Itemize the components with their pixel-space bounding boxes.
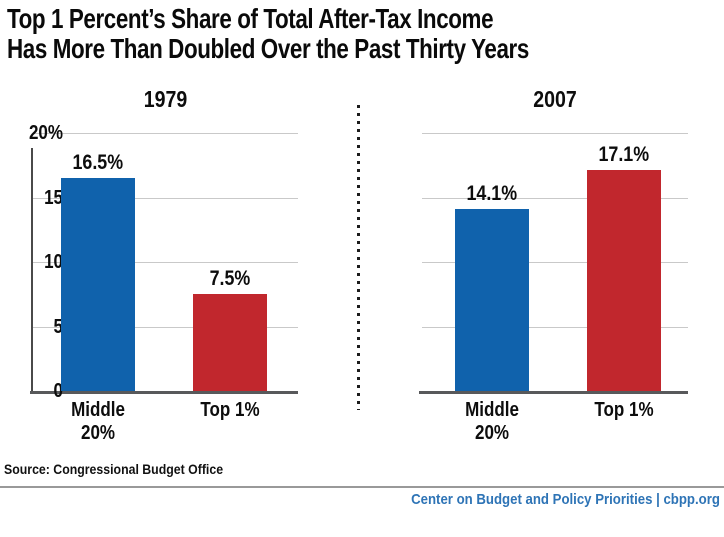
bar-value-label: 7.5% <box>209 267 251 290</box>
panel-title-2007: 2007 <box>533 86 577 112</box>
x-category-label-top-1: Top 1% <box>200 399 260 421</box>
bar-middle-20 <box>455 209 529 391</box>
gridline-15 <box>33 198 298 199</box>
gridline-20 <box>33 133 298 134</box>
bar-middle-20 <box>61 178 135 391</box>
bar-value-label: 14.1% <box>466 182 518 205</box>
chart-title: Top 1 Percent’s Share of Total After-Tax… <box>7 4 529 64</box>
panel-divider-dotted-line <box>357 105 360 410</box>
y-tick-label-0: 0 <box>53 380 63 402</box>
y-tick-label-5: 5 <box>53 316 63 338</box>
footer-branding: Center on Budget and Policy Priorities |… <box>411 491 720 508</box>
y-tick-label-20: 20% <box>28 122 63 144</box>
panel-title-1979: 1979 <box>143 86 188 112</box>
panel-1979: 1979 20% 15 10 5 0 16.5% 7.5% Middle 20%… <box>0 84 360 449</box>
bar-value-label: 16.5% <box>72 151 124 174</box>
bar-top-1 <box>193 294 267 391</box>
bar-group-middle-20: 14.1% <box>432 183 552 391</box>
bar-group-middle-20: 16.5% <box>38 152 158 391</box>
x-category-label-middle-20: Middle 20% <box>71 399 125 444</box>
gridline-5 <box>33 327 298 328</box>
gridline-20 <box>422 133 688 134</box>
y-tick-label-10: 10 <box>44 251 63 273</box>
source-note: Source: Congressional Budget Office <box>4 461 224 477</box>
gridline-5 <box>422 327 688 328</box>
x-axis-baseline <box>30 391 298 394</box>
x-category-label-top-1: Top 1% <box>594 399 654 421</box>
bar-value-label: 17.1% <box>598 143 650 166</box>
chart-title-line2: Has More Than Doubled Over the Past Thir… <box>7 33 529 64</box>
panel-2007: 2007 14.1% 17.1% Middle 20% Top 1% <box>362 84 724 449</box>
plot-area-2007: 14.1% 17.1% <box>419 133 688 394</box>
bar-top-1 <box>587 170 661 391</box>
footer-divider-line <box>0 486 724 488</box>
gridline-10 <box>33 262 298 263</box>
y-axis-line <box>31 148 33 391</box>
x-category-label-middle-20: Middle 20% <box>465 399 519 444</box>
y-tick-label-15: 15 <box>44 187 63 209</box>
plot-area-1979: 20% 15 10 5 0 16.5% 7.5% <box>29 122 298 402</box>
gridline-10 <box>422 262 688 263</box>
gridline-15 <box>422 198 688 199</box>
bar-group-top-1: 7.5% <box>170 268 290 391</box>
bar-group-top-1: 17.1% <box>564 144 684 391</box>
chart-title-line1: Top 1 Percent’s Share of Total After-Tax… <box>7 3 494 34</box>
x-axis-baseline <box>419 391 688 394</box>
